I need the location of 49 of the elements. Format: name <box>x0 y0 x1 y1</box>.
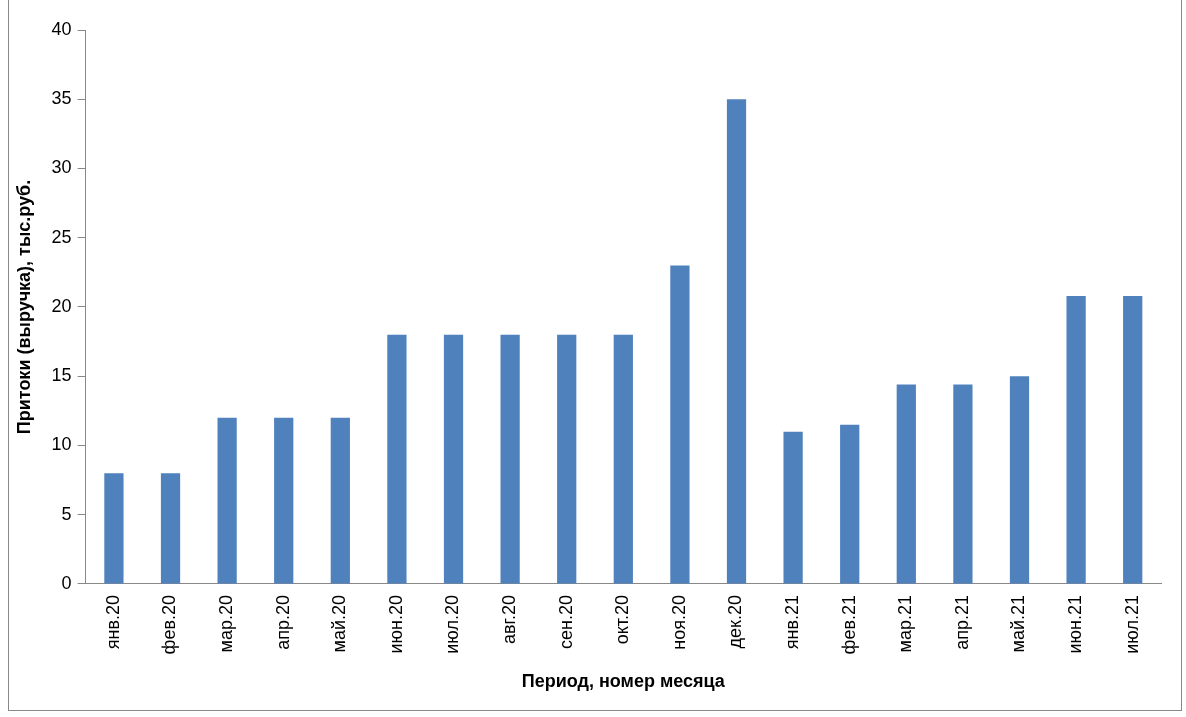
x-tick-label: апр.21 <box>951 594 972 650</box>
bar <box>896 384 916 584</box>
x-tick-label: апр.20 <box>272 594 293 650</box>
bar <box>953 384 973 584</box>
y-tick-label: 15 <box>51 365 72 386</box>
x-axis-title: Период, номер месяца <box>521 671 726 692</box>
x-tick-label: мар.21 <box>895 594 916 653</box>
bar <box>1123 295 1143 584</box>
x-tick-label: сен.20 <box>555 594 576 649</box>
bar <box>1066 295 1086 584</box>
x-tick-label: мар.20 <box>216 594 237 653</box>
bar <box>330 417 350 584</box>
bar <box>160 473 181 584</box>
x-tick-label: ноя.20 <box>668 594 689 650</box>
bar <box>783 431 803 584</box>
x-tick-label: авг.20 <box>499 594 520 644</box>
x-tick-label: окт.20 <box>612 594 633 645</box>
x-tick-label: дек.20 <box>725 594 746 649</box>
x-tick-label: июн.21 <box>1065 594 1086 654</box>
bar <box>613 334 633 584</box>
bar <box>443 334 464 584</box>
bar <box>274 417 294 584</box>
bar <box>104 473 124 584</box>
y-tick-label: 35 <box>51 88 72 109</box>
x-tick-label: янв.21 <box>782 594 803 650</box>
x-tick-label: фев.20 <box>159 594 180 655</box>
bar <box>217 417 237 584</box>
bar <box>840 424 860 584</box>
x-tick-label: июл.20 <box>442 594 463 654</box>
y-tick-label: 0 <box>61 572 72 593</box>
bar <box>726 99 747 584</box>
y-tick-label: 20 <box>51 295 72 316</box>
x-tick-label: июн.20 <box>385 594 406 654</box>
x-tick-label: июл.21 <box>1121 594 1142 654</box>
x-tick-label: май.21 <box>1008 594 1029 653</box>
y-tick-label: 30 <box>51 157 72 178</box>
y-axis-title: Притоки (выручка), тыс.руб. <box>13 179 34 435</box>
y-tick-label: 10 <box>51 434 72 455</box>
bar <box>1009 376 1030 584</box>
x-tick-label: май.20 <box>329 594 350 653</box>
bar <box>557 334 577 584</box>
x-tick-label: фев.21 <box>838 594 859 655</box>
x-tick-label: янв.20 <box>102 594 123 650</box>
bar <box>500 334 520 584</box>
y-tick-label: 25 <box>51 226 72 247</box>
y-tick-label: 5 <box>61 503 72 524</box>
bar <box>387 334 407 584</box>
bar <box>670 265 690 584</box>
y-tick-label: 40 <box>51 18 72 39</box>
